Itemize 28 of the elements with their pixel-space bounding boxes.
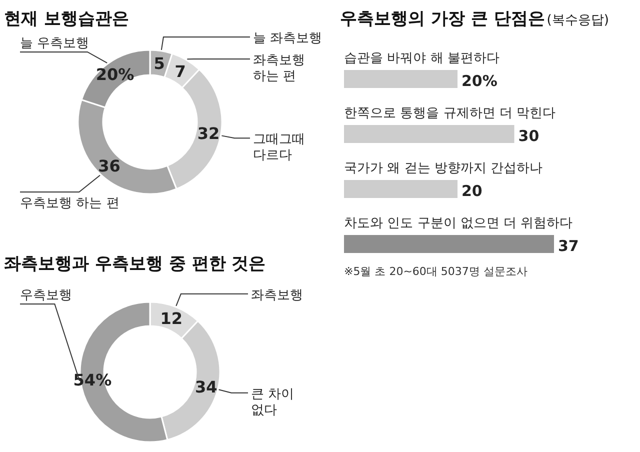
slice-label: 큰 차이 없다 xyxy=(251,386,294,418)
data-label: 36 xyxy=(98,156,120,176)
data-label: 34 xyxy=(195,377,218,396)
data-label: 12 xyxy=(160,309,182,328)
chart-title: 현재 보행습관은 xyxy=(4,9,129,29)
data-label: 20% xyxy=(96,64,134,84)
y-tick-label: 국가가 왜 걷는 방향까지 간섭하나 xyxy=(344,161,543,176)
slice-label: 늘 우측보행 xyxy=(20,36,90,51)
text: ※5월 초 20~60대 5037명 설문조사 xyxy=(344,265,528,278)
data-label: 20% xyxy=(462,72,498,90)
slice-label: 좌측보행 xyxy=(251,288,303,303)
chart-title: 좌측보행과 우측보행 중 편한 것은 xyxy=(4,254,266,274)
data-label: 32 xyxy=(197,124,220,144)
data-label: 7 xyxy=(174,62,186,81)
slice-label: 좌측보행 하는 편 xyxy=(253,53,305,84)
y-tick-label: 차도와 인도 구분이 없으면 더 위험하다 xyxy=(344,216,573,231)
slice-label: 우측보행 하는 편 xyxy=(20,196,120,211)
data-label: 5 xyxy=(154,54,165,74)
data-label: 30 xyxy=(518,127,540,145)
chart-title: 우측보행의 가장 큰 단점은 xyxy=(340,9,545,29)
chart-subtitle: (복수응답) xyxy=(546,13,609,28)
y-tick-label: 한쪽으로 통행을 규제하면 더 막힌다 xyxy=(344,106,556,121)
data-label: 20 xyxy=(462,182,482,200)
y-tick-label: 습관을 바꿔야 해 불편하다 xyxy=(344,51,500,66)
slice-label: 우측보행 xyxy=(20,288,72,303)
slice-label: 늘 좌측보행 xyxy=(253,31,322,46)
slice-label: 그때그때 다르다 xyxy=(253,132,305,164)
data-label: 37 xyxy=(558,237,579,255)
